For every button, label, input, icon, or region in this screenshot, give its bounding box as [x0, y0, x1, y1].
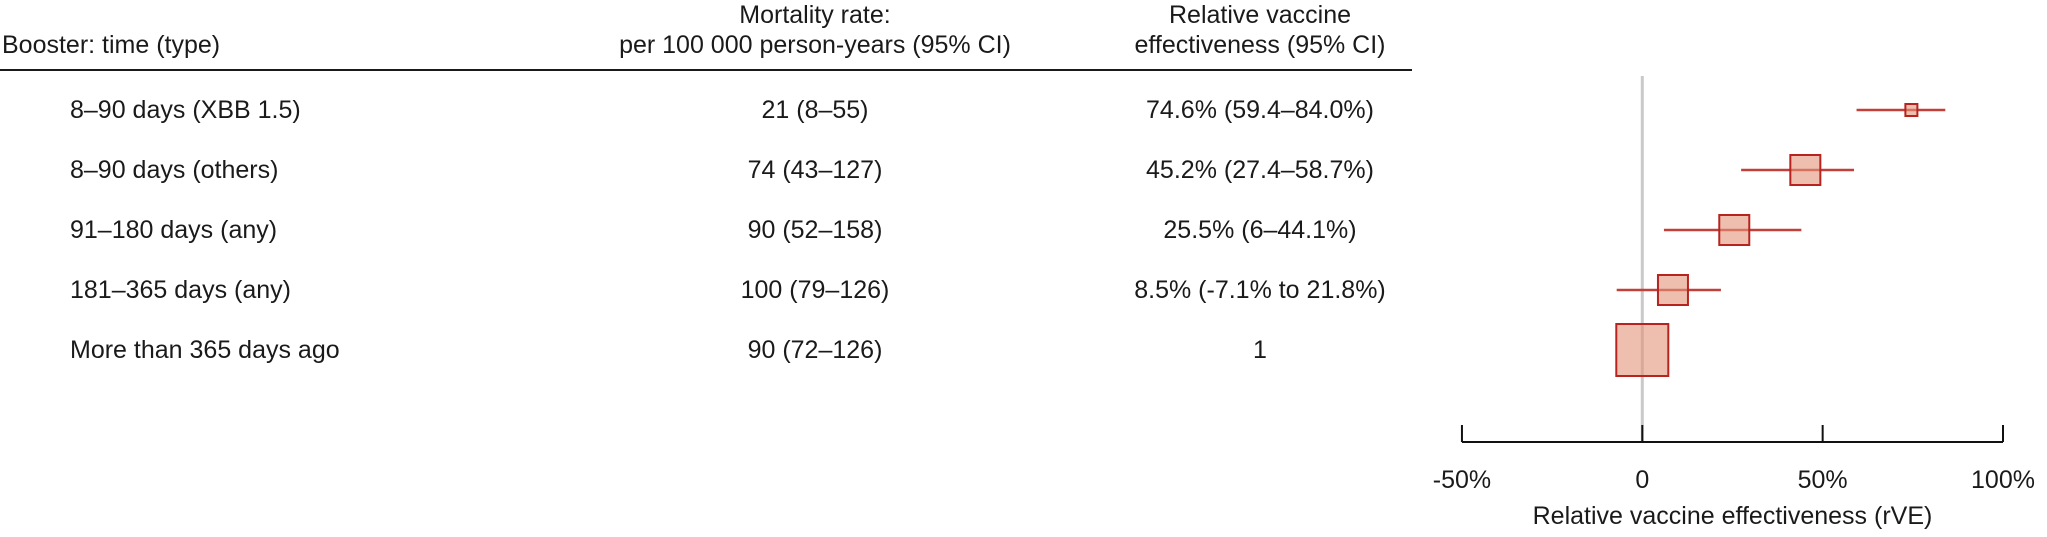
row-mortality-value: 21 (8–55) — [761, 96, 869, 124]
row-booster-label: 181–365 days (any) — [70, 276, 291, 304]
column-header-rve-line2: effectiveness (95% CI) — [1134, 31, 1386, 59]
table-row: 8–90 days (others) 74 (43–127) 45.2% (27… — [0, 155, 1450, 185]
table-row: 91–180 days (any) 90 (52–158) 25.5% (6–4… — [0, 215, 1450, 245]
column-header-rve: Relative vaccine effectiveness (95% CI) — [1075, 0, 1445, 60]
row-rve-value: 25.5% (6–44.1%) — [1163, 216, 1357, 244]
row-mortality-value: 74 (43–127) — [747, 156, 883, 184]
row-rve-value: 1 — [1253, 336, 1267, 364]
estimate-marker — [1656, 274, 1689, 306]
row-rve-value: 74.6% (59.4–84.0%) — [1146, 96, 1374, 124]
column-header-mortality-line1: Mortality rate: — [739, 1, 891, 29]
table-row: 8–90 days (XBB 1.5) 21 (8–55) 74.6% (59.… — [0, 95, 1450, 125]
row-booster-label: More than 365 days ago — [70, 336, 340, 364]
column-header-mortality: Mortality rate: per 100 000 person-years… — [605, 0, 1025, 60]
column-header-booster: Booster: time (type) — [2, 31, 221, 59]
x-tick-label: 0 — [1635, 466, 1649, 494]
row-rve-value: 45.2% (27.4–58.7%) — [1146, 156, 1374, 184]
row-mortality-value: 100 (79–126) — [740, 276, 890, 304]
row-booster-label: 91–180 days (any) — [70, 216, 278, 244]
x-tick-label: 50% — [1798, 466, 1848, 494]
estimate-marker — [1789, 154, 1822, 186]
x-axis-title: Relative vaccine effectiveness (rVE) — [1533, 502, 1933, 530]
row-booster-label: 8–90 days (others) — [70, 156, 279, 184]
column-header-mortality-line2: per 100 000 person-years (95% CI) — [619, 31, 1011, 59]
column-header-rve-line1: Relative vaccine — [1168, 1, 1352, 29]
table-row: 181–365 days (any) 100 (79–126) 8.5% (-7… — [0, 275, 1450, 305]
row-mortality-value: 90 (72–126) — [747, 336, 883, 364]
header-rule — [0, 69, 1412, 71]
row-booster-label: 8–90 days (XBB 1.5) — [70, 96, 301, 124]
reference-marker — [1615, 323, 1670, 377]
table-row: More than 365 days ago 90 (72–126) 1 — [0, 335, 1450, 365]
x-tick-label: 100% — [1971, 466, 2035, 494]
row-mortality-value: 90 (52–158) — [747, 216, 883, 244]
estimate-marker — [1904, 103, 1919, 117]
row-rve-value: 8.5% (-7.1% to 21.8%) — [1134, 276, 1386, 304]
estimate-marker — [1718, 214, 1751, 246]
x-tick-label: -50% — [1433, 466, 1491, 494]
